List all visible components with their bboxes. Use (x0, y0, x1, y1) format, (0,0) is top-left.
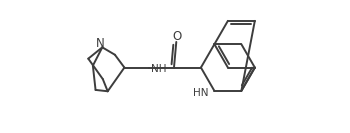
Text: HN: HN (193, 88, 208, 98)
Text: NH: NH (151, 64, 166, 74)
Text: N: N (96, 37, 104, 50)
Text: O: O (173, 30, 182, 43)
